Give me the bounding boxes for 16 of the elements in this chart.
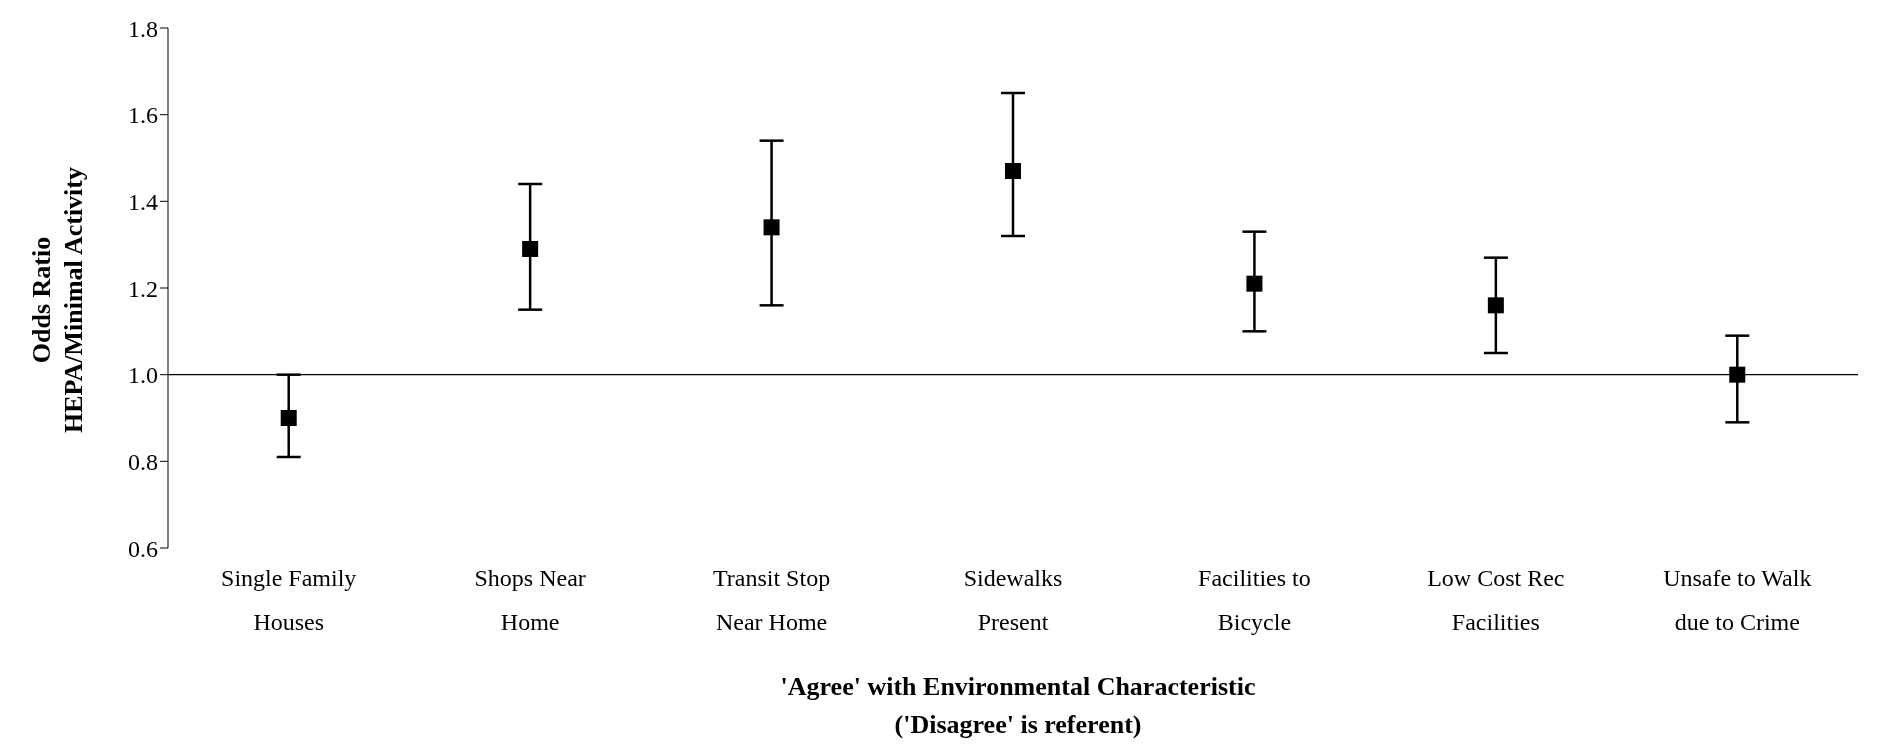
- y-tick-label: 1.6: [128, 102, 158, 129]
- x-tick-label: Low Cost Rec Facilities: [1427, 565, 1565, 635]
- y-tick-label: 1.4: [128, 188, 158, 215]
- y-tick-label: 1.2: [128, 275, 158, 302]
- x-tick-label: Transit Stop Near Home: [712, 565, 831, 635]
- x-tick-label: Single Family Houses: [221, 565, 357, 635]
- x-tick-label: Shops Near Home: [474, 565, 586, 635]
- x-tick-label: Unsafe to Walk due to Crime: [1663, 565, 1812, 635]
- x-tick-label: Facilities to Bicycle: [1198, 565, 1311, 635]
- y-axis-title: Odds Ratio HEPA/Minimal Activity: [26, 166, 89, 435]
- y-tick-label: 0.8: [128, 448, 158, 475]
- y-tick-label: 1.0: [128, 362, 158, 389]
- x-tick-label: Sidewalks Present: [963, 565, 1063, 635]
- x-axis-title: 'Agree' with Environmental Characteristic ('Disagree' is referent): [779, 671, 1257, 741]
- y-tick-label: 0.6: [128, 535, 158, 562]
- y-tick-label: 1.8: [128, 15, 158, 42]
